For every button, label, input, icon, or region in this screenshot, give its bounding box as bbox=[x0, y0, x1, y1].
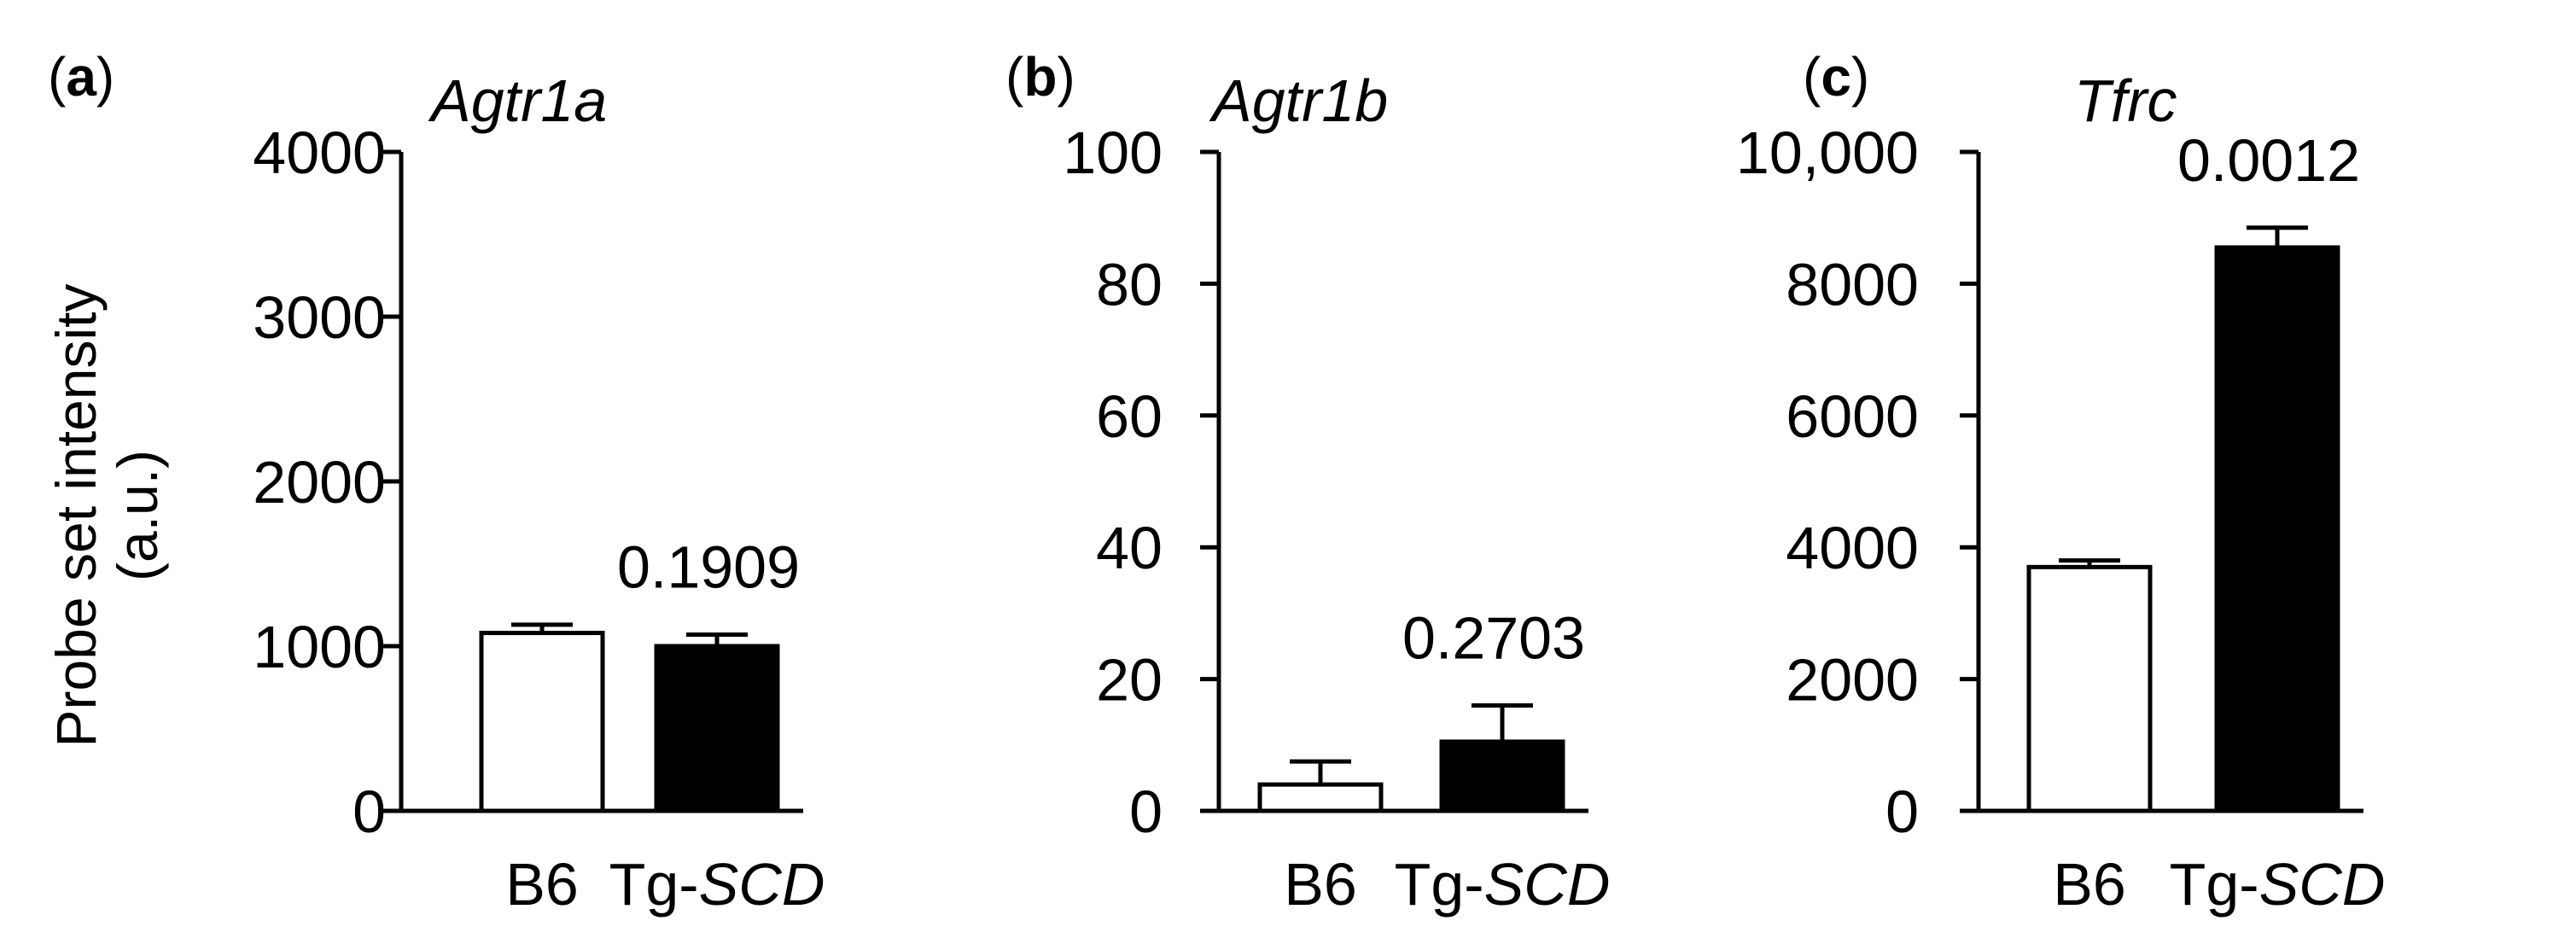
bar-treatment bbox=[2214, 245, 2340, 813]
bar-treatment bbox=[1439, 739, 1565, 813]
x-category-label: Tg-SCD bbox=[2170, 851, 2386, 918]
y-axis-label: Probe set intensity(a.u.) bbox=[44, 284, 169, 748]
x-category-label: Tg-SCD bbox=[609, 851, 825, 918]
p-value-label: 0.2703 bbox=[1402, 604, 1585, 671]
chart-panel-a: (a) Agtr1a 0 1000 2000 3000 4000 B6 Tg-SCD 0.1909… bbox=[44, 46, 825, 918]
y-tick-label: 0 bbox=[1129, 778, 1163, 845]
panel-letter: (b) bbox=[1005, 46, 1075, 108]
y-tick-label: 20 bbox=[1096, 647, 1163, 714]
x-category-label: Tg-SCD bbox=[1395, 851, 1611, 918]
p-value-label: 0.1909 bbox=[617, 533, 800, 600]
y-tick-label: 10,000 bbox=[1736, 119, 1919, 186]
panel-letter: (a) bbox=[48, 46, 114, 108]
chart-title: Tfrc bbox=[2074, 67, 2177, 134]
bar-control bbox=[2026, 564, 2153, 813]
y-tick-label: 40 bbox=[1096, 515, 1163, 581]
chart-title: Agtr1b bbox=[1209, 67, 1388, 134]
y-tick-label: 60 bbox=[1096, 383, 1163, 450]
x-category-label: B6 bbox=[2053, 851, 2126, 918]
chart-panel-b: (b) Agtr1b 0 20 40 60 80 100 B6 Tg-SCD 0.2703 bbox=[1005, 46, 1610, 918]
y-tick-label: 1000 bbox=[253, 614, 386, 680]
y-tick-label: 2000 bbox=[1786, 647, 1919, 714]
chart-panel-c: (c) Tfrc 0 2000 4000 6000 8000 10,000 B6 Tg-SCD 0.… bbox=[1736, 46, 2386, 918]
y-tick-label: 80 bbox=[1096, 251, 1163, 318]
x-category-label: B6 bbox=[505, 851, 579, 918]
chart-title: Agtr1a bbox=[428, 67, 607, 134]
y-tick-label: 3000 bbox=[253, 284, 386, 351]
y-tick-label: 2000 bbox=[253, 449, 386, 516]
x-category-label: B6 bbox=[1284, 851, 1357, 918]
y-tick-label: 100 bbox=[1063, 119, 1163, 186]
y-tick-label: 4000 bbox=[253, 119, 386, 186]
p-value-label: 0.0012 bbox=[2177, 127, 2360, 194]
bar-treatment bbox=[654, 644, 780, 813]
y-tick-label: 0 bbox=[1885, 778, 1919, 845]
y-tick-label: 4000 bbox=[1786, 515, 1919, 581]
y-tick-label: 0 bbox=[353, 778, 386, 845]
bar-control bbox=[1257, 782, 1384, 813]
panel-letter: (c) bbox=[1803, 46, 1869, 108]
y-tick-label: 6000 bbox=[1786, 383, 1919, 450]
y-tick-label: 8000 bbox=[1786, 251, 1919, 318]
bar-control bbox=[479, 631, 605, 813]
